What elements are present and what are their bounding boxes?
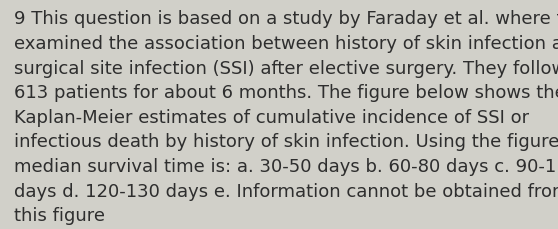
Text: infectious death by history of skin infection. Using the figure, the: infectious death by history of skin infe… bbox=[14, 133, 558, 151]
Text: surgical site infection (SSI) after elective surgery. They followed: surgical site infection (SSI) after elec… bbox=[14, 59, 558, 77]
Text: this figure: this figure bbox=[14, 206, 105, 224]
Text: median survival time is: a. 30-50 days b. 60-80 days c. 90-110: median survival time is: a. 30-50 days b… bbox=[14, 157, 558, 175]
Text: days d. 120-130 days e. Information cannot be obtained from: days d. 120-130 days e. Information cann… bbox=[14, 182, 558, 200]
Text: 613 patients for about 6 months. The figure below shows the: 613 patients for about 6 months. The fig… bbox=[14, 84, 558, 102]
Text: 9 This question is based on a study by Faraday et al. where they: 9 This question is based on a study by F… bbox=[14, 10, 558, 28]
Text: Kaplan-Meier estimates of cumulative incidence of SSI or: Kaplan-Meier estimates of cumulative inc… bbox=[14, 108, 529, 126]
Text: examined the association between history of skin infection and: examined the association between history… bbox=[14, 35, 558, 53]
